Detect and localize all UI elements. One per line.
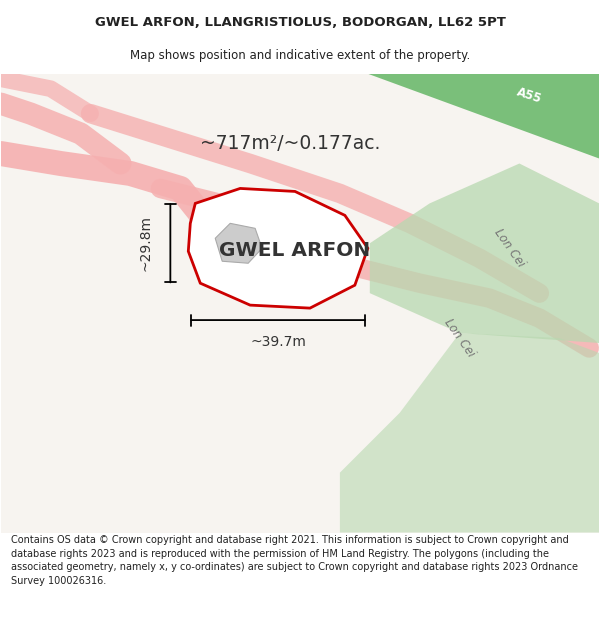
Text: Map shows position and indicative extent of the property.: Map shows position and indicative extent… (130, 49, 470, 62)
Text: ~29.8m: ~29.8m (139, 215, 152, 271)
Polygon shape (188, 189, 368, 308)
Text: GWEL ARFON: GWEL ARFON (220, 241, 371, 260)
Text: ~39.7m: ~39.7m (250, 335, 306, 349)
Polygon shape (368, 74, 599, 159)
Polygon shape (215, 223, 262, 263)
Text: Lon Cei: Lon Cei (491, 227, 527, 270)
Text: GWEL ARFON, LLANGRISTIOLUS, BODORGAN, LL62 5PT: GWEL ARFON, LLANGRISTIOLUS, BODORGAN, LL… (95, 16, 505, 29)
Polygon shape (340, 333, 599, 532)
Text: A55: A55 (515, 86, 544, 106)
Text: Lon Cei: Lon Cei (442, 316, 478, 359)
Polygon shape (370, 164, 599, 343)
Text: Contains OS data © Crown copyright and database right 2021. This information is : Contains OS data © Crown copyright and d… (11, 535, 578, 586)
Text: ~717m²/~0.177ac.: ~717m²/~0.177ac. (200, 134, 380, 153)
